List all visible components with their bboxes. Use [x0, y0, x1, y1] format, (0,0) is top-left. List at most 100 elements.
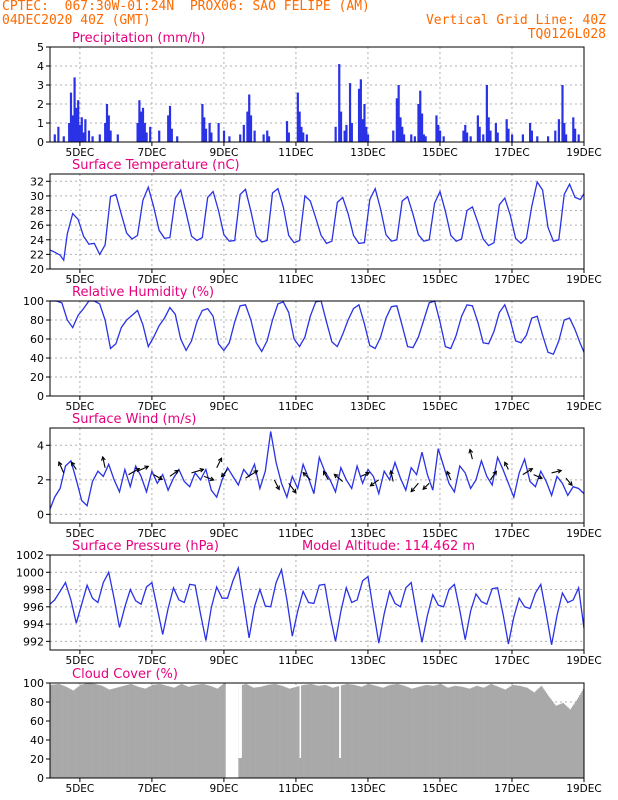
cloud-area-bar	[310, 683, 312, 778]
precip-bar	[246, 111, 249, 142]
precip-ytick-label: 2	[37, 98, 44, 111]
cloud-area-bar	[451, 686, 454, 778]
precip-bar	[557, 119, 560, 142]
precip-bar	[573, 128, 577, 142]
cloud-area-bar	[498, 687, 501, 778]
cloud-area-bar	[367, 683, 370, 778]
precip-bar	[266, 130, 269, 142]
rh-xtick-label: 19DEC	[566, 401, 601, 413]
precip-bar	[510, 134, 514, 142]
precip-bar	[239, 134, 242, 142]
wind-arrow-shaft	[370, 479, 380, 487]
cloud-ytick-label: 40	[30, 734, 44, 747]
wind-xtick-label: 17DEC	[494, 528, 529, 540]
wind-arrow-shaft	[71, 461, 77, 470]
wind-arrow-shaft	[245, 470, 258, 479]
wind-arrow-head	[365, 471, 371, 477]
cloud-area-bar	[77, 686, 79, 778]
cloud-area-bar	[431, 685, 434, 778]
precip-bar	[253, 130, 256, 142]
cloud-area-bar	[244, 684, 246, 778]
cloud-area-bar	[329, 686, 332, 778]
cloud-area-bar	[532, 691, 534, 778]
precip-bar	[53, 134, 56, 142]
cloud-area-bar	[91, 683, 94, 778]
cloud-area-bar	[418, 686, 420, 778]
cloud-area-bar	[511, 684, 514, 778]
precip-ytick-label: 3	[37, 79, 44, 92]
precip-bar	[210, 132, 213, 142]
precip-bar	[350, 123, 353, 142]
precip-bar	[419, 90, 422, 142]
precip-bar	[572, 117, 575, 142]
header-date: 04DEC2020 40Z (GMT)	[2, 13, 151, 28]
cloud-area-bar	[576, 699, 579, 778]
precip-bar	[300, 126, 303, 142]
cloud-area-bar	[427, 685, 430, 778]
cloud-area-bar	[301, 685, 304, 778]
cloud-area-bar	[132, 684, 135, 778]
cloud-area-bar	[303, 684, 305, 778]
cloud-frame	[49, 682, 585, 779]
wind-arrow-head	[504, 461, 509, 467]
cloud-area-bar	[137, 686, 139, 778]
cloud-area-bar	[264, 685, 267, 778]
cloud-area-bar	[373, 685, 376, 778]
cloud-area-bar	[336, 686, 339, 778]
cloud-area-bar	[352, 684, 354, 778]
cloud-area-bar	[573, 704, 575, 778]
cloud-area-bar	[551, 701, 554, 778]
precip-xtick-label: 9DEC	[210, 147, 239, 159]
rh-xtick-label: 13DEC	[350, 401, 385, 413]
precip-ytick-label: 1	[37, 117, 44, 130]
precip-bar	[145, 132, 148, 142]
cloud-area-bar	[444, 686, 447, 778]
cloud-area-bar	[460, 686, 462, 778]
cloud-area-bar	[387, 685, 389, 778]
precip-bar	[546, 136, 550, 142]
precip-xtick-label: 15DEC	[422, 147, 457, 159]
cloud-area-bar	[70, 689, 72, 778]
cloud-area-bar	[220, 685, 222, 778]
cloud-area-bar	[369, 684, 371, 778]
cloud-area-bar	[300, 685, 303, 778]
precip-bar	[521, 134, 524, 142]
cloud-area-bar	[305, 684, 308, 778]
cloud-area-bar	[529, 690, 532, 778]
cloud-gap	[299, 683, 302, 758]
cloud-area-bar	[251, 687, 254, 778]
temp-ytick-label: 26	[30, 219, 44, 232]
cloud-area-bar	[461, 686, 464, 778]
precip-bar	[87, 130, 91, 142]
cloud-area-bar	[463, 687, 466, 778]
pres-ytick-label: 994	[23, 618, 44, 631]
cloud-area-bar	[105, 687, 107, 778]
cloud-area-bar	[277, 684, 280, 778]
cloud-area-bar	[292, 687, 294, 778]
cloud-area-bar	[331, 687, 334, 778]
cloud-area-bar	[216, 688, 219, 778]
precip-bar	[168, 105, 172, 142]
cloud-area-bar	[157, 684, 160, 778]
cloud-area-bar	[183, 684, 185, 778]
cloud-area-bar	[273, 684, 275, 778]
cloud-area-bar	[567, 707, 569, 778]
precip-bar	[57, 126, 60, 142]
cloud-area-bar	[448, 687, 450, 778]
cloud-area-bar	[481, 687, 484, 778]
cloud-area-bar	[526, 687, 528, 778]
wind-arrow-head	[389, 469, 394, 475]
cloud-area-bar	[395, 684, 398, 778]
cloud-area-bar	[383, 687, 386, 778]
precip-ytick-label: 0	[37, 136, 44, 149]
cloud-xtick-label: 7DEC	[138, 783, 167, 795]
cloud-area-bar	[501, 688, 503, 778]
cloud-area-bar	[447, 687, 449, 778]
cloud-area-bar	[88, 683, 90, 778]
precip-bar	[203, 117, 206, 142]
cloud-area-bar	[465, 687, 467, 778]
cloud-area-bar	[201, 684, 203, 778]
cloud-area-bar	[75, 688, 77, 778]
cloud-area-bar	[430, 685, 432, 778]
wind-arrow-shaft	[216, 457, 223, 468]
